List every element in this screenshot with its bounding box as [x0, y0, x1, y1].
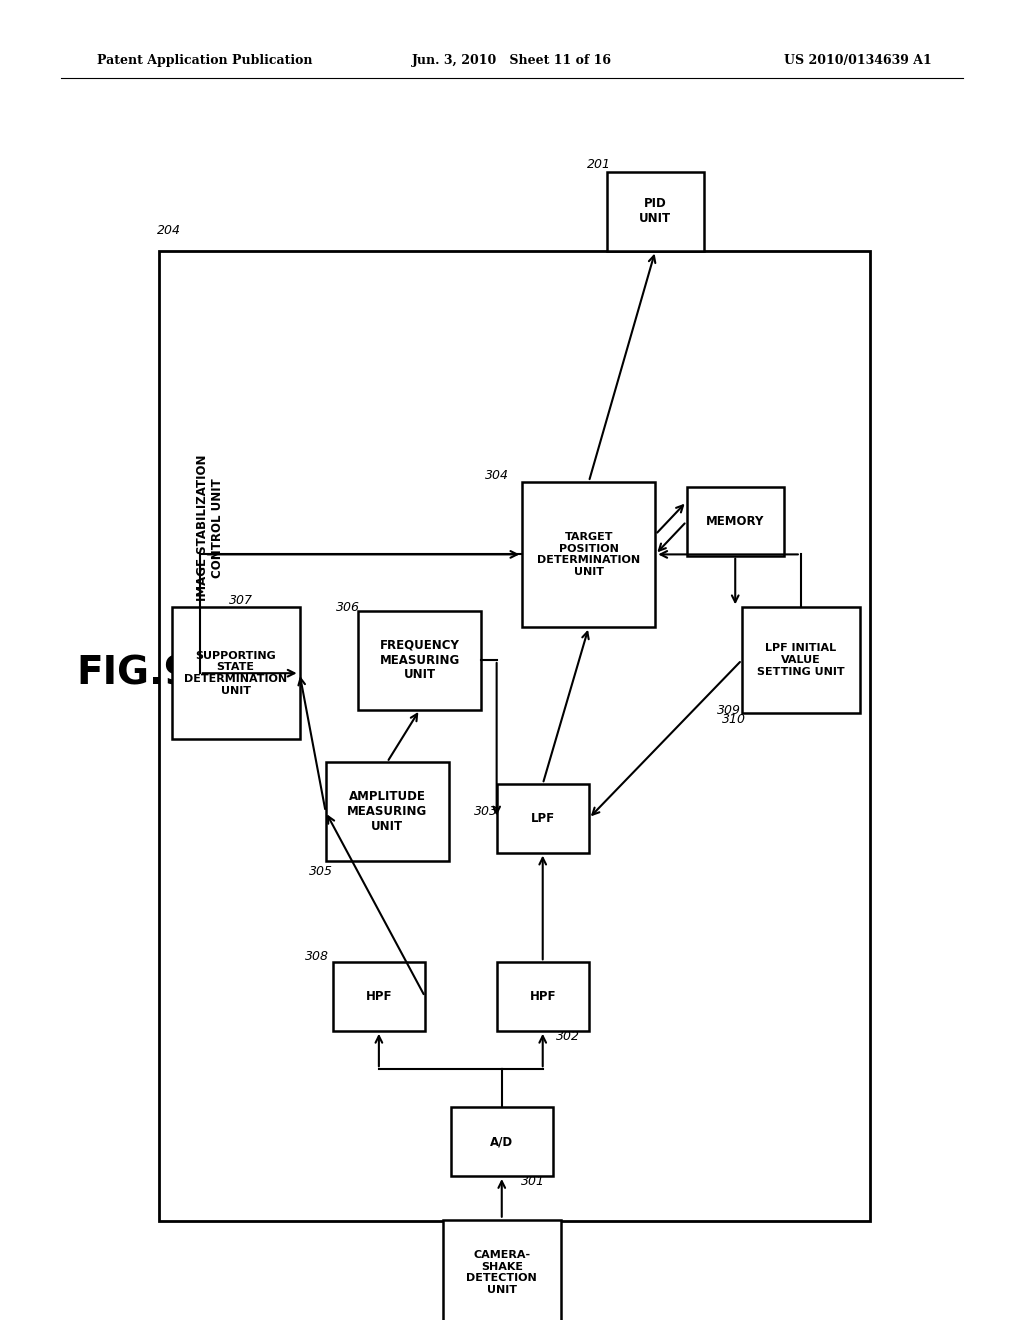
Bar: [159, 251, 870, 1221]
Text: HPF: HPF: [529, 990, 556, 1003]
Bar: [522, 482, 655, 627]
Text: FIG.9: FIG.9: [77, 655, 191, 692]
Bar: [741, 607, 860, 713]
Text: CAMERA-
SHAKE
DETECTION
UNIT: CAMERA- SHAKE DETECTION UNIT: [466, 1250, 538, 1295]
Text: FREQUENCY
MEASURING
UNIT: FREQUENCY MEASURING UNIT: [380, 639, 460, 681]
Text: SUPPORTING
STATE
DETERMINATION
UNIT: SUPPORTING STATE DETERMINATION UNIT: [184, 651, 287, 696]
Text: HPF: HPF: [366, 990, 392, 1003]
Text: 305: 305: [308, 865, 333, 878]
Text: A/D: A/D: [490, 1135, 513, 1148]
Text: 201: 201: [587, 158, 611, 172]
Text: PID
UNIT: PID UNIT: [639, 197, 672, 226]
Text: 204: 204: [157, 224, 180, 238]
Bar: [333, 962, 425, 1031]
Bar: [686, 487, 784, 556]
Bar: [442, 1220, 561, 1320]
Bar: [451, 1107, 553, 1176]
Text: IMAGE STABILIZATION
CONTROL UNIT: IMAGE STABILIZATION CONTROL UNIT: [196, 455, 224, 601]
Bar: [497, 962, 589, 1031]
Text: 307: 307: [228, 594, 253, 607]
Bar: [172, 607, 299, 739]
Text: Patent Application Publication: Patent Application Publication: [97, 54, 312, 67]
Text: LPF: LPF: [530, 812, 555, 825]
Text: 308: 308: [305, 950, 330, 964]
Text: 303: 303: [474, 805, 499, 818]
Text: Jun. 3, 2010   Sheet 11 of 16: Jun. 3, 2010 Sheet 11 of 16: [412, 54, 612, 67]
Text: 301: 301: [520, 1175, 545, 1188]
Bar: [606, 172, 705, 251]
Text: 302: 302: [556, 1030, 581, 1043]
Text: LPF INITIAL
VALUE
SETTING UNIT: LPF INITIAL VALUE SETTING UNIT: [757, 643, 845, 677]
Bar: [497, 784, 589, 853]
Text: 304: 304: [484, 469, 509, 482]
Text: US 2010/0134639 A1: US 2010/0134639 A1: [784, 54, 932, 67]
Text: 309: 309: [717, 704, 740, 717]
Text: 310: 310: [722, 713, 746, 726]
Text: MEMORY: MEMORY: [706, 515, 765, 528]
Text: AMPLITUDE
MEASURING
UNIT: AMPLITUDE MEASURING UNIT: [347, 791, 427, 833]
Bar: [358, 610, 481, 710]
Text: 306: 306: [336, 601, 360, 614]
Text: TARGET
POSITION
DETERMINATION
UNIT: TARGET POSITION DETERMINATION UNIT: [538, 532, 640, 577]
Bar: [326, 762, 449, 861]
